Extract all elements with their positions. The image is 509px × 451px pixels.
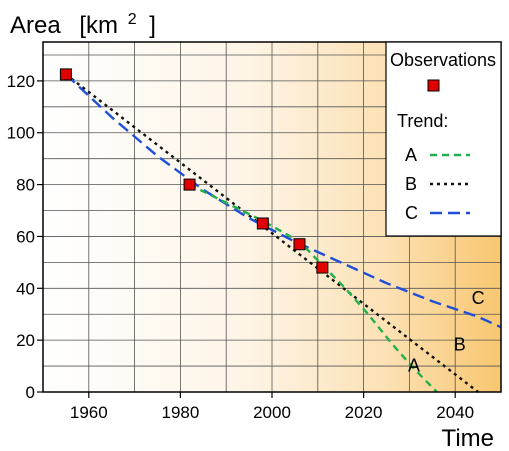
observation-markers	[59, 68, 329, 274]
y-tick-label: 40	[16, 279, 35, 298]
y-axis-unit-superscript: 2	[128, 11, 137, 28]
y-tick-label: 60	[16, 227, 35, 246]
x-tick-label: 2020	[345, 403, 383, 422]
x-tick-labels: 1960 1980 2000 2020 2040	[70, 392, 474, 422]
observation-point	[256, 217, 269, 230]
y-tick-label: 20	[16, 331, 35, 350]
y-axis-name: Area	[10, 12, 61, 39]
legend-label-b: B	[405, 174, 417, 194]
y-axis-unit: [km	[79, 12, 118, 39]
trend-line-b	[65, 73, 479, 393]
x-tick-label: 2000	[253, 403, 291, 422]
series-annotations: A B C	[408, 288, 485, 375]
x-axis-label: Time	[442, 425, 494, 451]
trend-line-a	[189, 183, 438, 393]
legend-trend-label: Trend:	[397, 111, 448, 131]
series-annotation-b: B	[454, 335, 466, 355]
legend-label-a: A	[405, 145, 417, 165]
series-annotation-c: C	[472, 288, 485, 308]
y-tick-label: 100	[7, 124, 35, 143]
y-axis-unit-close: ]	[149, 12, 156, 39]
y-axis-label: Area [km 2 ]	[10, 3, 156, 39]
trend-line-c	[65, 73, 502, 329]
observation-point	[316, 261, 329, 274]
observation-point	[59, 68, 72, 81]
series-lines	[65, 73, 502, 393]
y-tick-label: 120	[7, 72, 35, 91]
legend-observation-marker	[427, 79, 440, 92]
series-annotation-a: A	[408, 355, 420, 375]
y-tick-labels: 0 20 40 60 80 100 120	[7, 72, 43, 402]
legend-observations-label: Observations	[390, 50, 496, 70]
legend-box	[385, 41, 502, 237]
x-tick-label: 2040	[436, 403, 474, 422]
legend: Observations Trend: A B C	[385, 41, 502, 237]
observation-point	[183, 178, 196, 191]
legend-label-c: C	[405, 203, 418, 223]
y-tick-label: 80	[16, 176, 35, 195]
x-tick-label: 1960	[70, 403, 108, 422]
observation-point	[293, 238, 306, 251]
y-tick-label: 0	[26, 383, 35, 402]
x-tick-label: 1980	[161, 403, 199, 422]
